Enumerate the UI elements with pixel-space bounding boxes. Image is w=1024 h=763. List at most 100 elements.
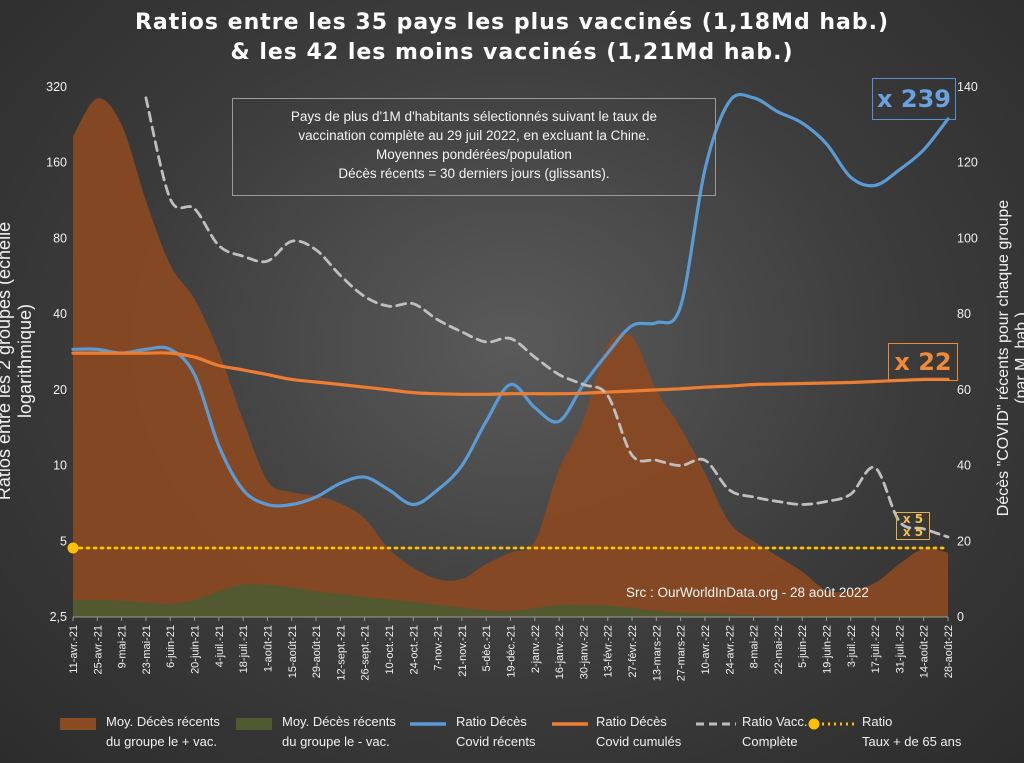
x-tick-label: 19-déc.-21 bbox=[506, 625, 518, 678]
x-tick-label: 27-mars-22 bbox=[676, 625, 688, 681]
x-tick-label: 11-avr.-21 bbox=[68, 625, 80, 674]
note-line: Décès récents = 30 derniers jours (gliss… bbox=[338, 166, 610, 181]
legend-swatch-green bbox=[236, 718, 272, 730]
note-line: Moyennes pondérées/population bbox=[376, 147, 572, 162]
legend-swatch-yellow bbox=[808, 718, 856, 730]
x-tick-label: 3-juil.-22 bbox=[846, 625, 858, 667]
x-tick-label: 24-oct.-21 bbox=[408, 625, 420, 675]
x-tick-label: 23-mai-21 bbox=[141, 625, 153, 675]
x-tick-label: 21-nov.-21 bbox=[457, 625, 469, 677]
line-ratio-full-vaccination bbox=[144, 96, 950, 539]
left-axis-label: Ratios entre les 2 groupes (échelle loga… bbox=[0, 221, 35, 501]
right-tick-label: 140 bbox=[957, 80, 978, 94]
x-tick-label: 1-août-21 bbox=[262, 625, 274, 672]
legend-label: Covid récents bbox=[456, 734, 536, 749]
legend: Moy. Décès récents du groupe le + vac. M… bbox=[0, 712, 1024, 762]
x-tick-label: 19-juin-22 bbox=[821, 625, 833, 674]
x-tick-label: 22-mai-22 bbox=[773, 625, 785, 675]
marker-over-65-start bbox=[67, 542, 79, 554]
vacc-ratio-badge: x 5 x 5 bbox=[896, 512, 930, 540]
right-tick-label: 0 bbox=[957, 610, 964, 624]
x-tick-label: 24-avr.-22 bbox=[724, 625, 736, 675]
area-layer bbox=[73, 98, 948, 618]
x-tick-label: 31-juil.-22 bbox=[894, 625, 906, 673]
line-layer bbox=[67, 92, 950, 554]
left-axis-ticks: 320 160 80 40 20 10 5 2,5 bbox=[46, 80, 67, 624]
chart-title-line1: Ratios entre les 35 pays les plus vaccin… bbox=[134, 10, 890, 35]
x-tick-label: 13-mars-22 bbox=[651, 625, 663, 681]
x-tick-label: 10-oct.-21 bbox=[384, 625, 396, 675]
legend-label: du groupe le - vac. bbox=[282, 734, 390, 749]
x-tick-label: 26-sept.-21 bbox=[360, 625, 372, 681]
x-tick-label: 10-avr.-22 bbox=[700, 625, 712, 675]
line-ratio-cumulative-deaths bbox=[71, 351, 950, 396]
legend-label: Covid cumulés bbox=[596, 734, 682, 749]
legend-label: Moy. Décès récents bbox=[106, 714, 220, 729]
legend-label: du groupe le + vac. bbox=[106, 734, 217, 749]
x-tick-label: 14-août-22 bbox=[919, 625, 931, 678]
note-box: Pays de plus d'1M d'habitants sélectionn… bbox=[232, 98, 716, 196]
x-tick-label: 7-nov.-21 bbox=[433, 625, 445, 671]
note-line: vaccination complète au 29 juil 2022, en… bbox=[298, 128, 650, 143]
vacc-ratio-badge-bottom: x 5 bbox=[902, 525, 924, 539]
left-tick-label: 5 bbox=[60, 534, 67, 548]
right-tick-label: 80 bbox=[957, 307, 971, 321]
x-tick-label: 28-août-22 bbox=[943, 625, 955, 678]
legend-label: Ratio Décès bbox=[456, 714, 527, 729]
legend-swatch-blue bbox=[410, 722, 446, 726]
vacc-ratio-badge-top: x 5 bbox=[902, 512, 924, 526]
x-tick-label: 25-avr.-21 bbox=[92, 625, 104, 675]
area-deaths-most-vaccinated bbox=[73, 98, 948, 618]
right-tick-label: 120 bbox=[957, 156, 978, 170]
area-deaths-least-vaccinated bbox=[73, 584, 948, 617]
legend-swatch-grey bbox=[696, 722, 736, 726]
legend-label: Moy. Décès récents bbox=[282, 714, 396, 729]
x-tick-label: 29-août-21 bbox=[311, 625, 323, 678]
legend-label: Ratio bbox=[862, 714, 893, 729]
left-tick-label: 20 bbox=[53, 383, 67, 397]
right-tick-label: 100 bbox=[957, 231, 978, 245]
left-tick-label: 320 bbox=[46, 80, 67, 94]
x-tick-label: 30-janv.-22 bbox=[578, 625, 590, 679]
x-tick-label: 9-mai-21 bbox=[117, 625, 129, 668]
legend-label: Ratio Vacc. bbox=[742, 714, 808, 729]
x-tick-label: 2-janv.-22 bbox=[530, 625, 542, 673]
right-axis-ticks: 140 120 100 80 60 40 20 0 bbox=[957, 80, 978, 624]
x-tick-label: 27-févr.-22 bbox=[627, 625, 639, 678]
legend-label: Ratio Décès bbox=[596, 714, 667, 729]
line-ratio-recent-deaths bbox=[71, 92, 950, 508]
left-tick-label: 10 bbox=[53, 459, 67, 473]
legend-swatch-brown bbox=[60, 718, 96, 730]
legend-label: Complète bbox=[742, 734, 798, 749]
x-tick-label: 5-juin-22 bbox=[797, 625, 809, 668]
left-tick-label: 40 bbox=[53, 307, 67, 321]
x-tick-label: 8-mai-22 bbox=[749, 625, 761, 668]
cumulative-ratio-badge: x 22 bbox=[888, 343, 958, 381]
left-tick-label: 80 bbox=[53, 231, 67, 245]
x-tick-label: 18-juil.-21 bbox=[238, 625, 250, 673]
legend-swatch-orange bbox=[552, 722, 588, 726]
note-line: Pays de plus d'1M d'habitants sélectionn… bbox=[290, 109, 658, 124]
x-tick-label: 4-juil.-21 bbox=[214, 625, 226, 667]
source-label: Src : OurWorldInData.org - 28 août 2022 bbox=[626, 585, 869, 600]
right-tick-label: 60 bbox=[957, 383, 971, 397]
x-tick-label: 20-juin-21 bbox=[190, 625, 202, 674]
right-tick-label: 40 bbox=[957, 459, 971, 473]
right-axis-label: Décès "COVID" récents pour chaque groupe… bbox=[995, 199, 1024, 517]
x-tick-label: 5-déc.-21 bbox=[481, 625, 493, 671]
left-tick-label: 160 bbox=[46, 156, 67, 170]
x-tick-label: 17-juil.-22 bbox=[870, 625, 882, 673]
x-tick-label: 16-janv.-22 bbox=[554, 625, 566, 679]
right-tick-label: 20 bbox=[957, 534, 971, 548]
chart-title: Ratios entre les 35 pays les plus vaccin… bbox=[0, 8, 1024, 68]
left-tick-label: 2,5 bbox=[50, 610, 67, 624]
x-tick-label: 13-févr.-22 bbox=[603, 625, 615, 678]
legend-label: Taux + de 65 ans bbox=[862, 734, 962, 749]
x-tick-label: 6-juin-21 bbox=[165, 625, 177, 668]
chart-title-line2: & les 42 les moins vaccinés (1,21Md hab.… bbox=[230, 40, 794, 65]
x-tick-label: 15-août-21 bbox=[287, 625, 299, 678]
x-tick-label: 12-sept.-21 bbox=[335, 625, 347, 681]
recent-ratio-badge: x 239 bbox=[872, 78, 956, 120]
x-axis-ticks: 11-avr.-21 25-avr.-21 9-mai-21 23-mai-21 6-j… bbox=[68, 617, 955, 681]
